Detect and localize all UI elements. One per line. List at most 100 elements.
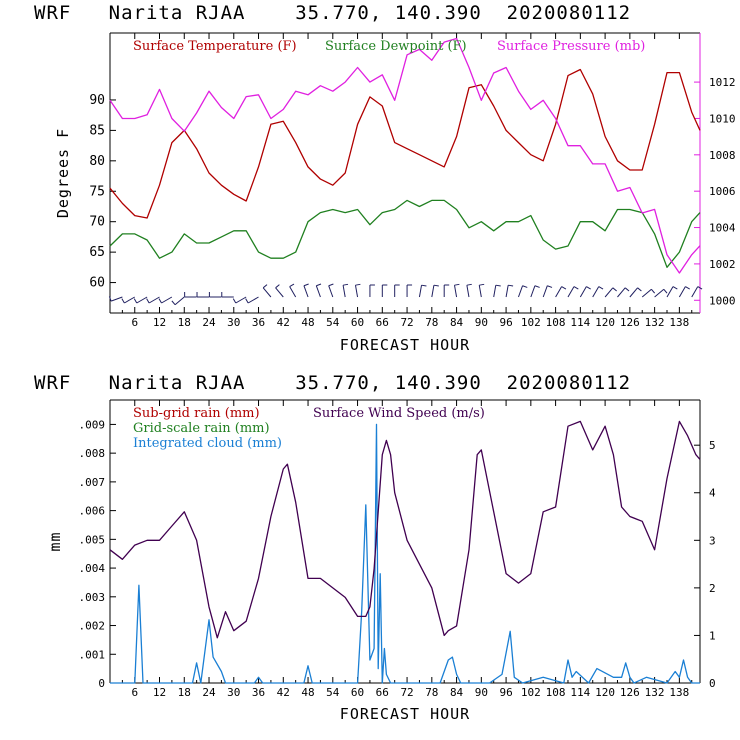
x-tick-label: 30 — [227, 316, 240, 329]
x-tick-label: 120 — [595, 686, 615, 699]
wind-barb — [196, 292, 210, 298]
wind-barb — [654, 288, 668, 298]
wind-barb-staff — [342, 285, 346, 298]
x-tick-label: 114 — [570, 316, 590, 329]
wind-barb — [466, 283, 472, 298]
wind-barb-flag — [672, 286, 678, 290]
wind-barb-flag — [466, 283, 472, 286]
x-tick-label: 102 — [521, 316, 541, 329]
legend-entry: Surface Pressure (mb) — [497, 39, 645, 54]
x-tick-label: 36 — [252, 686, 265, 699]
wind-barb-staff — [542, 285, 548, 298]
x-tick-label: 90 — [475, 316, 488, 329]
wind-barb-flag — [534, 285, 540, 288]
y-tick-label: .004 — [79, 562, 106, 575]
y-tick-label: 75 — [89, 184, 105, 199]
y-tick-label: .002 — [79, 620, 106, 633]
y2-tick-label: 2 — [709, 582, 716, 595]
wind-barb — [146, 296, 160, 304]
wind-barb-staff — [289, 286, 297, 298]
wind-barb-flag — [355, 283, 361, 286]
wind-barb — [641, 288, 656, 298]
series-line-surface-temperature — [109, 68, 701, 219]
wind-barb-staff — [354, 285, 359, 298]
x-tick-label: 12 — [153, 686, 166, 699]
y-tick-label: .008 — [79, 447, 106, 460]
wind-barb-flag — [697, 286, 703, 290]
wind-barb-flag — [624, 287, 630, 292]
wind-barb — [579, 286, 591, 298]
y-tick-label: .009 — [79, 418, 106, 431]
wind-barb-staff — [517, 285, 524, 298]
wind-barb — [493, 284, 501, 298]
y-tick-label: 85 — [89, 123, 105, 138]
wind-barb — [289, 283, 297, 298]
x-tick-label: 102 — [521, 686, 541, 699]
x-tick-label: 48 — [301, 686, 314, 699]
y-tick-label: 80 — [89, 154, 105, 169]
wind-barb-staff — [418, 285, 423, 298]
x-tick-label: 108 — [546, 316, 566, 329]
bottom-chart-title: WRF Narita RJAA 35.770, 140.390 20200801… — [34, 372, 632, 394]
legend-entry: Sub-grid rain (mm) — [133, 406, 260, 421]
wind-barb-staff — [505, 285, 509, 298]
y-tick-label: 65 — [89, 245, 105, 260]
wind-barb-staff — [275, 287, 284, 298]
wind-barb — [394, 284, 400, 297]
wind-barb-flag — [454, 283, 460, 286]
wind-barb — [555, 286, 567, 298]
wind-barb-staff — [235, 296, 247, 304]
y2-tick-label: 0 — [709, 677, 716, 690]
wind-barb — [369, 284, 375, 297]
x-tick-label: 120 — [595, 316, 615, 329]
x-tick-label: 114 — [570, 686, 590, 699]
wind-barb-staff — [579, 286, 587, 298]
wind-barb-flag — [479, 283, 485, 286]
wind-barb-flag — [108, 296, 112, 302]
series-line-integrated-cloud — [110, 423, 700, 684]
x-tick-label: 54 — [326, 686, 340, 699]
wind-barb — [678, 286, 690, 298]
wind-barb — [303, 283, 309, 298]
legend-entry: Grid-scale rain (mm) — [133, 421, 270, 436]
wind-barb-flag — [522, 285, 528, 288]
y-tick-label: 60 — [89, 276, 105, 291]
x-tick-label: 108 — [546, 686, 566, 699]
y2-tick-label: 4 — [709, 487, 716, 500]
wind-barb-flag — [133, 298, 138, 304]
wind-barb-flag — [232, 298, 237, 304]
wind-barb-flag — [495, 284, 501, 287]
y2-tick-label: 5 — [709, 439, 716, 452]
wind-barb-staff — [262, 287, 272, 298]
wind-barb — [328, 283, 334, 298]
wind-barb-flag — [598, 286, 604, 290]
wind-barb-staff — [666, 286, 674, 298]
x-tick-label: 132 — [645, 686, 665, 699]
wind-barb — [245, 296, 259, 304]
wind-barb — [517, 285, 528, 298]
wind-barb — [275, 284, 284, 298]
y2-tick-label: 1010 — [709, 112, 736, 125]
x-tick-label: 126 — [620, 316, 640, 329]
wind-barb-staff — [174, 296, 185, 306]
y-tick-label: .006 — [79, 505, 106, 518]
x-tick-label: 132 — [645, 316, 665, 329]
wind-barb — [530, 285, 540, 298]
wind-barb-flag — [316, 283, 322, 287]
wind-barb-staff — [453, 285, 458, 298]
wind-barb-flag — [289, 283, 295, 288]
wind-barb-flag — [171, 300, 176, 306]
wind-barb-flag — [262, 284, 268, 289]
wind-barb — [381, 284, 388, 297]
x-tick-label: 84 — [450, 316, 464, 329]
wind-barb-staff — [124, 296, 136, 304]
wind-barb — [505, 284, 514, 298]
wind-barb — [354, 283, 361, 298]
x-tick-label: 18 — [178, 316, 191, 329]
y-axis-title: mm — [46, 531, 64, 551]
x-tick-label: 42 — [277, 686, 290, 699]
x-tick-label: 60 — [351, 686, 364, 699]
wind-barb-flag — [303, 283, 309, 287]
wind-barb — [342, 283, 349, 298]
wind-barb-staff — [247, 296, 259, 304]
